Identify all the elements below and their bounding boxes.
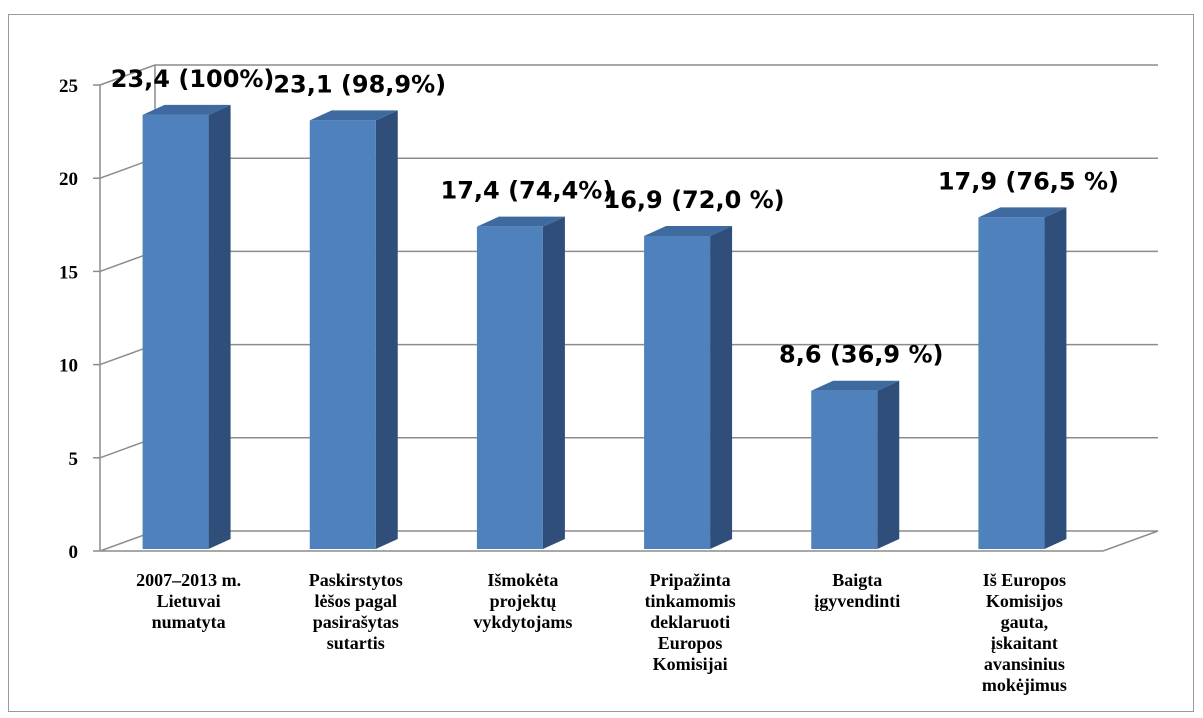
bar-top <box>476 216 565 227</box>
bar-top <box>644 225 733 236</box>
data-label: 17,4 (74,4%) <box>441 177 614 205</box>
y-axis-ticks: 0 5 10 15 20 25 <box>59 76 100 563</box>
y-tick-label: 25 <box>59 76 78 97</box>
bar-front <box>476 226 543 549</box>
bar <box>644 225 733 549</box>
bar-side <box>710 225 733 549</box>
data-label: 17,9 (76,5 %) <box>938 167 1119 195</box>
data-label: 16,9 (72,0 %) <box>604 186 785 214</box>
bar-front <box>978 217 1045 549</box>
bar-front <box>644 235 711 549</box>
data-label: 23,1 (98,9%) <box>273 70 446 98</box>
bar <box>476 216 565 549</box>
bar <box>978 207 1067 549</box>
data-label: 8,6 (36,9 %) <box>779 341 943 369</box>
bar <box>142 104 231 549</box>
bar-side <box>877 380 900 549</box>
category-label: Paskirstytos lėšos pagal pasirašytas sutart… <box>309 570 403 653</box>
bar-front <box>309 120 376 549</box>
bar-side <box>208 104 231 549</box>
bars <box>142 104 1067 549</box>
y-tick-label: 20 <box>59 169 78 190</box>
data-label: 23,4 (100%) <box>111 65 275 93</box>
bar-side <box>375 110 398 549</box>
category-label: 2007–2013 m. Lietuvai numatyta <box>136 570 241 632</box>
y-tick-label: 15 <box>59 262 78 283</box>
bar <box>811 380 900 549</box>
bar-top <box>309 110 398 121</box>
category-label: Pripažinta tinkamomis deklaruoti Europos Kom… <box>645 570 736 674</box>
bar-side <box>1044 207 1067 549</box>
bar-top <box>811 380 900 391</box>
gridline-diag <box>99 64 156 86</box>
bar-top <box>978 207 1067 218</box>
y-tick-label: 0 <box>69 542 79 563</box>
y-tick-label: 5 <box>69 449 79 470</box>
category-label: Baigta įgyvendinti <box>814 570 900 611</box>
bar <box>309 110 398 549</box>
bar-side <box>542 216 565 549</box>
category-label: Išmokėta projektų vykdytojams <box>473 570 572 632</box>
data-labels: 23,4 (100%)23,1 (98,9%) 17,4 (74,4%)16,9 … <box>111 65 1119 369</box>
category-label: Iš Europos Komisijos gauta, įskaitant avansi… <box>982 570 1067 695</box>
bar-front <box>142 114 209 549</box>
category-labels: 2007–2013 m. Lietuvai numatyta Paskirstytos… <box>136 570 1067 695</box>
bar-top <box>142 104 231 115</box>
chart-floor <box>99 530 1159 552</box>
bar-front <box>811 390 878 549</box>
y-tick-label: 10 <box>59 356 78 377</box>
